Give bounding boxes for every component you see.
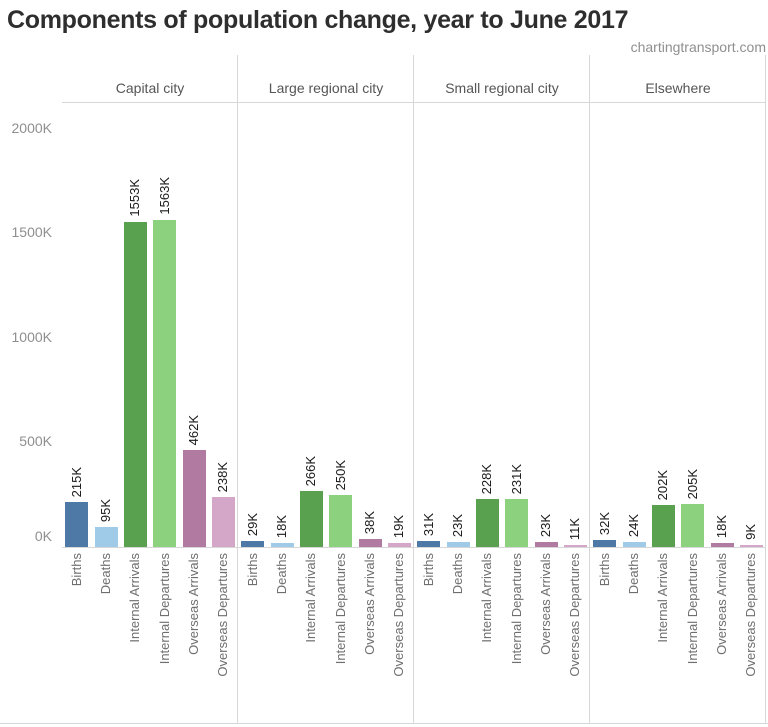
bar-value-label: 11K bbox=[567, 517, 583, 540]
x-axis-category-label: Internal Arrivals bbox=[303, 553, 319, 643]
bar-value-label: 31K bbox=[420, 512, 436, 536]
bar-value-label: 266K bbox=[303, 455, 319, 486]
x-axis-category-label: Deaths bbox=[274, 553, 289, 595]
bar-overseas-departures bbox=[211, 497, 235, 547]
y-axis-tick-label: 1500K bbox=[11, 224, 52, 240]
x-axis-category-label: Internal Departures bbox=[156, 553, 172, 665]
bar-value-label: 250K bbox=[332, 459, 348, 490]
x-axis-category-label: Births bbox=[68, 553, 84, 587]
x-axis-category-label: Internal Departures bbox=[332, 553, 348, 665]
x-axis-category-label: Overseas Departures bbox=[391, 553, 407, 677]
bar-value-label: 18K bbox=[274, 514, 289, 538]
panel-divider bbox=[237, 55, 238, 723]
bar-value-label: 228K bbox=[479, 463, 495, 494]
bar-value-label: 1563K bbox=[156, 177, 172, 215]
bar-value-label: 215K bbox=[68, 466, 84, 497]
bar-deaths bbox=[446, 542, 470, 547]
bar-value-label: 202K bbox=[655, 469, 671, 500]
x-axis-category-label: Overseas Arrivals bbox=[714, 553, 729, 655]
watermark-text: chartingtransport.com bbox=[630, 39, 766, 55]
bar-value-label: 9K bbox=[743, 524, 759, 540]
panel-header-small-regional-city: Small regional city bbox=[445, 80, 559, 96]
bar-internal-departures bbox=[681, 504, 705, 547]
x-axis-category-label: Overseas Arrivals bbox=[538, 553, 553, 655]
x-axis-category-label: Internal Departures bbox=[508, 553, 524, 665]
bar-value-label: 95K bbox=[98, 498, 113, 522]
x-axis-category-label: Internal Arrivals bbox=[127, 553, 143, 643]
bar-overseas-arrivals bbox=[182, 450, 206, 547]
x-axis-category-label: Deaths bbox=[450, 553, 465, 595]
bar-births bbox=[417, 541, 441, 547]
bar-value-label: 23K bbox=[538, 513, 553, 537]
y-axis-tick-label: 1000K bbox=[11, 329, 52, 345]
bar-value-label: 23K bbox=[450, 513, 465, 537]
x-axis-category-label: Overseas Departures bbox=[567, 553, 583, 677]
x-axis-category-label: Internal Arrivals bbox=[479, 553, 495, 643]
bar-overseas-departures bbox=[563, 545, 587, 547]
panel-divider bbox=[589, 55, 590, 723]
plot-right-border bbox=[765, 55, 766, 723]
panel-header-elsewhere: Elsewhere bbox=[645, 80, 711, 96]
bar-births bbox=[65, 502, 89, 547]
bar-value-label: 231K bbox=[508, 463, 524, 494]
x-axis-category-label: Births bbox=[244, 553, 260, 587]
bar-value-label: 32K bbox=[596, 511, 612, 535]
bottom-border-line bbox=[0, 723, 768, 724]
bar-value-label: 29K bbox=[244, 512, 260, 536]
bar-births bbox=[241, 541, 265, 547]
bar-overseas-arrivals bbox=[358, 539, 382, 547]
bar-overseas-departures bbox=[739, 545, 763, 547]
bar-deaths bbox=[270, 543, 294, 547]
panel-divider bbox=[413, 55, 414, 723]
bar-internal-arrivals bbox=[123, 222, 147, 547]
bar-overseas-departures bbox=[387, 543, 411, 547]
bar-value-label: 18K bbox=[714, 514, 729, 538]
bar-internal-departures bbox=[505, 499, 529, 547]
x-axis-category-label: Overseas Arrivals bbox=[362, 553, 377, 655]
bar-internal-departures bbox=[153, 220, 177, 547]
bar-value-label: 19K bbox=[391, 514, 407, 538]
bar-value-label: 238K bbox=[215, 461, 231, 492]
bar-deaths bbox=[622, 542, 646, 547]
x-axis-category-label: Overseas Arrivals bbox=[186, 553, 201, 655]
x-axis-category-label: Deaths bbox=[626, 553, 641, 595]
bar-internal-arrivals bbox=[651, 505, 675, 547]
x-axis-category-label: Births bbox=[596, 553, 612, 587]
x-axis-category-label: Overseas Departures bbox=[743, 553, 759, 677]
x-axis-category-label: Overseas Departures bbox=[215, 553, 231, 677]
bar-value-label: 38K bbox=[362, 510, 377, 534]
x-axis-category-label: Internal Arrivals bbox=[655, 553, 671, 643]
y-axis-tick-label: 0K bbox=[34, 528, 52, 544]
bar-value-label: 24K bbox=[626, 513, 641, 537]
bar-value-label: 462K bbox=[186, 414, 201, 445]
bar-internal-arrivals bbox=[475, 499, 499, 547]
bar-internal-departures bbox=[329, 495, 353, 547]
bar-value-label: 205K bbox=[684, 468, 700, 499]
header-divider-line bbox=[62, 102, 766, 103]
x-axis-line bbox=[62, 547, 766, 548]
x-axis-category-label: Births bbox=[420, 553, 436, 587]
bar-internal-arrivals bbox=[299, 491, 323, 547]
bar-overseas-arrivals bbox=[534, 542, 558, 547]
bar-births bbox=[593, 540, 617, 547]
x-axis-category-label: Deaths bbox=[98, 553, 113, 595]
bar-value-label: 1553K bbox=[127, 179, 143, 217]
panel-header-capital-city: Capital city bbox=[115, 80, 185, 96]
y-axis-tick-label: 2000K bbox=[11, 120, 52, 136]
bar-deaths bbox=[94, 527, 118, 547]
bar-overseas-arrivals bbox=[710, 543, 734, 547]
chart-title: Components of population change, year to… bbox=[7, 6, 629, 34]
y-axis-tick-label: 500K bbox=[19, 433, 52, 449]
panel-header-large-regional-city: Large regional city bbox=[268, 80, 384, 96]
x-axis-category-label: Internal Departures bbox=[684, 553, 700, 665]
